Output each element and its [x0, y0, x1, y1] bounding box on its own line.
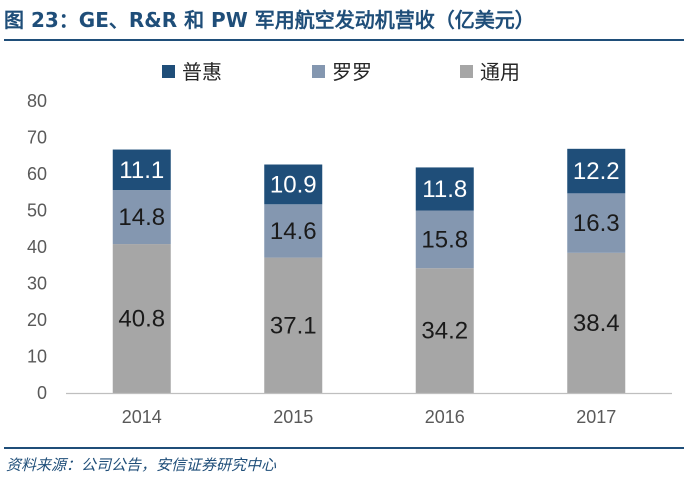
- chart-legend: 普惠 罗罗 通用: [162, 60, 520, 84]
- legend-swatch: [460, 65, 473, 78]
- x-axis: 2014 2015 2016 2017: [66, 392, 672, 427]
- legend-item: 罗罗: [312, 60, 372, 84]
- legend-label: 普惠: [182, 60, 222, 84]
- bar-value-label: 38.4: [573, 310, 620, 337]
- bar-value-label: 11.8: [422, 176, 467, 203]
- y-tick-label: 20: [27, 310, 47, 330]
- bar-segment: [415, 210, 474, 269]
- legend-label: 通用: [480, 60, 520, 84]
- bar-segment: [112, 149, 171, 191]
- bar-segment: [264, 257, 323, 393]
- y-tick-label: 60: [27, 164, 47, 184]
- source-note: 资料来源：公司公告，安信证券研究中心: [6, 456, 277, 474]
- bar-segment: [264, 164, 323, 205]
- x-tick-label: 2017: [576, 407, 616, 427]
- y-tick-label: 80: [27, 91, 47, 111]
- source-rule: [4, 447, 684, 449]
- bar-segment: [415, 167, 474, 211]
- bar-value-label: 15.8: [421, 226, 468, 253]
- y-tick-label: 10: [27, 347, 47, 367]
- bar-value-label: 34.2: [421, 318, 468, 345]
- bar-value-label: 12.2: [573, 158, 620, 185]
- bar-value-label: 37.1: [270, 312, 317, 339]
- bar-value-label: 11.1: [119, 157, 164, 184]
- legend-swatch: [162, 65, 175, 78]
- y-tick-label: 0: [37, 383, 47, 403]
- y-axis: 0 10 20 30 40 50 60 70 80: [27, 91, 47, 403]
- y-tick-label: 70: [27, 128, 47, 148]
- bar-segment: [567, 252, 626, 393]
- y-tick-label: 30: [27, 274, 47, 294]
- bars: 40.8 14.8 11.1 37.1 14.6 10.9 34.2 15.8 11.8 38.4…: [112, 148, 626, 393]
- stacked-bar-chart: 普惠 罗罗 通用 0 10 20 30 40 50 60 70 80 40.8 14.8 11.1 37.…: [27, 60, 672, 427]
- bar-value-label: 14.6: [270, 218, 317, 245]
- bar-segment: [415, 268, 474, 393]
- bar-segment: [112, 190, 171, 245]
- legend-label: 罗罗: [332, 60, 372, 84]
- bar-segment: [567, 193, 626, 253]
- x-tick-label: 2015: [273, 407, 313, 427]
- x-tick-label: 2014: [122, 407, 162, 427]
- bar-value-label: 10.9: [270, 171, 317, 198]
- y-tick-label: 40: [27, 237, 47, 257]
- figure-title: 图 23：GE、R&R 和 PW 军用航空发动机营收（亿美元）: [4, 8, 535, 32]
- y-tick-label: 50: [27, 201, 47, 221]
- bar-value-label: 16.3: [573, 210, 620, 237]
- legend-item: 通用: [460, 60, 520, 84]
- bar-value-label: 40.8: [118, 306, 165, 333]
- x-tick-label: 2016: [425, 407, 465, 427]
- bar-segment: [112, 244, 171, 393]
- bar-value-label: 14.8: [118, 204, 165, 231]
- legend-item: 普惠: [162, 60, 222, 84]
- title-rule: [4, 39, 684, 41]
- bar-segment: [567, 148, 626, 194]
- bar-segment: [264, 204, 323, 258]
- legend-swatch: [312, 65, 325, 78]
